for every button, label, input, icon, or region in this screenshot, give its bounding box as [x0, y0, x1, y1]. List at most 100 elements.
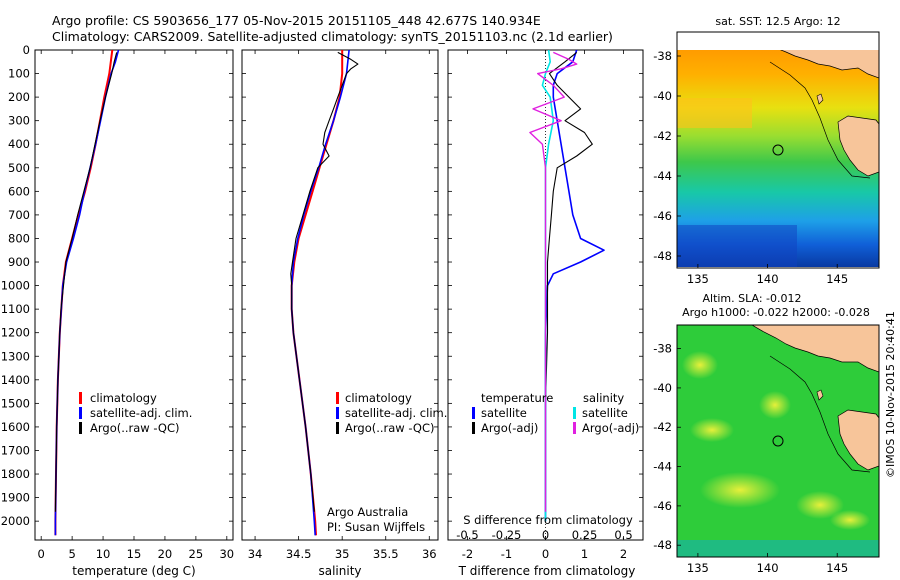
- depth-tick-label: 1500: [1, 396, 30, 410]
- sst-map: [677, 50, 879, 267]
- x-tick-label: 34.5: [286, 547, 312, 561]
- depth-tick-label: 1400: [1, 373, 30, 387]
- sla-coastline-mainland: [751, 325, 879, 373]
- t-diff-argo-line: [544, 51, 593, 512]
- x-tick-label: -2: [462, 547, 473, 561]
- sst-shelf-contour: [769, 61, 871, 179]
- x-tick-label: 0: [38, 547, 45, 561]
- map-y-tick-label: -42: [653, 420, 672, 434]
- x2-tick-label: -0.5: [456, 528, 478, 542]
- sla-blob: [690, 418, 734, 442]
- x2-tick-label: 0.25: [572, 528, 598, 542]
- copyright-stamp: ©IMOS 10-Nov-2015 20:40:41: [884, 311, 897, 478]
- depth-tick-label: 600: [8, 184, 30, 198]
- sla-shelf-contour: [769, 355, 871, 473]
- profile-lines: [54, 49, 605, 536]
- legend-label-sat: satellite-adj. clim.: [90, 406, 192, 420]
- depth-axis: 0 100 200 300 400 500 600 700 800 900 1000 1100 1200…: [1, 43, 30, 528]
- legend-swatch-s-argo: [573, 422, 576, 434]
- depth-tick-label: 900: [8, 255, 30, 269]
- map-y-tick-label: -44: [653, 460, 672, 474]
- x-tick-label: -1: [501, 547, 512, 561]
- legend-swatch-sat: [79, 407, 82, 419]
- temperature-panel: [34, 49, 234, 541]
- legend-label-clim: climatology: [345, 391, 412, 405]
- x-tick-label: 0: [542, 547, 549, 561]
- x-tick-label: 25: [189, 547, 204, 561]
- salinity-satellite-line: [290, 49, 350, 536]
- sla-blob: [759, 391, 791, 419]
- x-tick-label: 20: [158, 547, 173, 561]
- depth-tick-label: 100: [8, 67, 30, 81]
- x-tick-label: 30: [219, 547, 234, 561]
- map-y-tick-label: -46: [653, 499, 672, 513]
- sst-warm-patch: [677, 98, 752, 128]
- sla-map-axes: 135 140 145 -38 -40 -42 -44 -46 -48: [653, 342, 848, 575]
- map-x-tick-label: 135: [687, 272, 709, 286]
- x-tick-label: 2: [620, 547, 627, 561]
- sst-tasmania: [837, 115, 879, 177]
- legend-label-clim: climatology: [90, 391, 157, 405]
- sla-argo-marker: [772, 435, 784, 447]
- sst-map-title: sat. SST: 12.5 Argo: 12: [715, 15, 840, 28]
- difference-x2label: S difference from climatology: [463, 513, 633, 527]
- legend-swatch-t-sat: [472, 407, 475, 419]
- map-y-tick-label: -40: [653, 381, 672, 395]
- s-diff-argo-line: [529, 51, 578, 512]
- salinity-climatology-line: [290, 50, 344, 536]
- sla-blob: [796, 491, 844, 519]
- legend-swatch-argo: [336, 422, 339, 434]
- sst-cold-patch: [677, 225, 797, 267]
- map-y-tick-label: -44: [653, 169, 672, 183]
- map-x-tick-label: 145: [826, 561, 848, 575]
- legend-swatch-t-argo: [472, 422, 475, 434]
- sla-map-title-1: Altim. SLA: -0.012: [702, 292, 801, 305]
- pi-label: PI: Susan Wijffels: [327, 520, 425, 534]
- map-x-tick-label: 145: [826, 272, 848, 286]
- sla-map-title-2: Argo h1000: -0.022 h2000: -0.028: [682, 306, 870, 319]
- map-x-tick-label: 140: [757, 561, 779, 575]
- sla-blob: [682, 351, 718, 379]
- x-tick-label: 35.5: [373, 547, 399, 561]
- depth-tick-label: 1100: [1, 302, 30, 316]
- legend-label-sat: satellite-adj. clim.: [345, 406, 447, 420]
- map-y-tick-label: -42: [653, 129, 672, 143]
- map-x-tick-label: 135: [687, 561, 709, 575]
- depth-tick-label: 1600: [1, 420, 30, 434]
- x-tick-label: 36: [422, 547, 437, 561]
- map-y-tick-label: -38: [653, 342, 672, 356]
- x-tick-label: 10: [96, 547, 111, 561]
- depth-tick-label: 700: [8, 208, 30, 222]
- x-tick-label: 1: [581, 547, 588, 561]
- sla-south-band: [677, 540, 879, 557]
- legend-swatch-sat: [336, 407, 339, 419]
- depth-tick-label: 800: [8, 231, 30, 245]
- depth-tick-label: 1800: [1, 467, 30, 481]
- legend-swatch-argo: [79, 422, 82, 434]
- legend-swatch-s-sat: [573, 407, 576, 419]
- salinity-argo-line: [290, 51, 359, 512]
- temperature-climatology-line: [54, 49, 114, 536]
- depth-tick-label: 1700: [1, 443, 30, 457]
- legend-header-salinity: salinity: [583, 391, 624, 405]
- x-tick-label: 34: [248, 547, 263, 561]
- sla-map: [677, 325, 879, 557]
- map-y-tick-label: -48: [653, 538, 672, 552]
- map-y-tick-label: -40: [653, 89, 672, 103]
- legend-label-s-sat: satellite: [582, 406, 628, 420]
- map-y-tick-label: -38: [653, 49, 672, 63]
- x-tick-label: 5: [68, 547, 75, 561]
- salinity-xlabel: salinity: [318, 564, 361, 578]
- depth-tick-label: 1000: [1, 279, 30, 293]
- legend-label-s-argo: Argo(-adj): [582, 421, 639, 435]
- depth-tick-label: 1300: [1, 349, 30, 363]
- title-line-2: Climatology: CARS2009. Satellite-adjuste…: [52, 29, 613, 44]
- depth-tick-label: 300: [8, 114, 30, 128]
- legend-label-t-sat: satellite: [481, 406, 527, 420]
- temperature-xlabel: temperature (deg C): [72, 564, 195, 578]
- legend-label-t-argo: Argo(-adj): [481, 421, 538, 435]
- legend-header-temperature: temperature: [481, 391, 553, 405]
- title-line-1: Argo profile: CS 5903656_177 05-Nov-2015…: [52, 13, 541, 28]
- sla-king-island: [816, 389, 824, 401]
